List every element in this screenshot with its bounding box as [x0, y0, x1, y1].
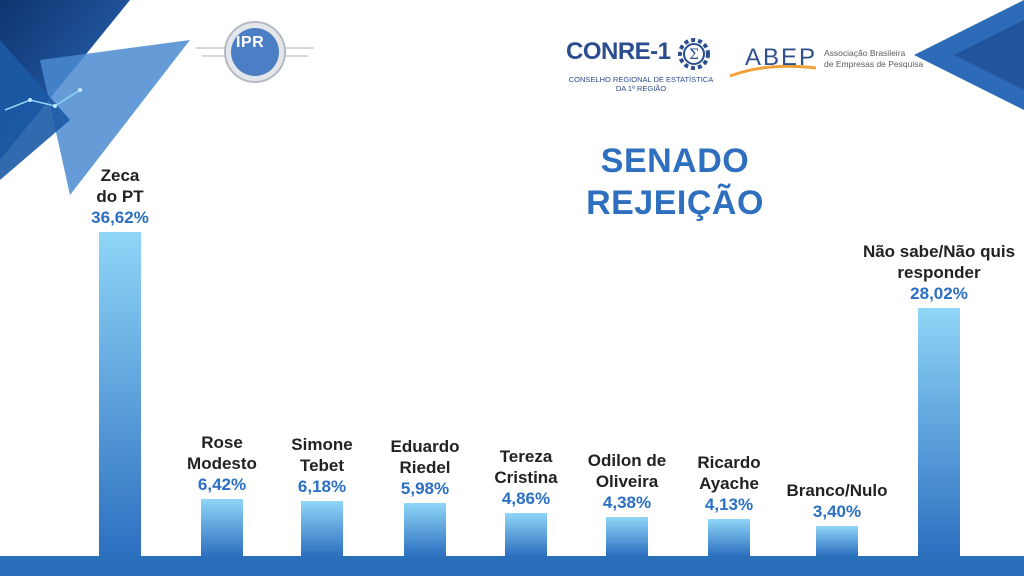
- bar-value-label-9: 28,02%: [910, 284, 968, 304]
- bar-category-label-2: Rose Modesto: [187, 433, 257, 474]
- chart-title-line2: REJEIÇÃO: [586, 184, 764, 222]
- conre-subtitle: CONSELHO REGIONAL DE ESTATÍSTICA DA 1ª R…: [568, 75, 714, 93]
- corner-decoration-top-left: [0, 0, 190, 195]
- bar-value-label-1: 36,62%: [91, 208, 149, 227]
- chart-title-line1: SENADO: [600, 142, 750, 180]
- bar-1: [99, 232, 141, 556]
- bar-category-label-4: Eduardo Riedel: [390, 437, 460, 478]
- bar-3: [301, 501, 343, 556]
- ipr-logo: [196, 21, 314, 83]
- ipr-logo-text: IPR: [236, 34, 265, 51]
- bar-value-label-7: 4,13%: [704, 495, 754, 515]
- abep-swoosh-icon: [729, 64, 817, 78]
- bar-category-label-5: Tereza Cristina: [494, 447, 558, 487]
- bar-value-label-8: 3,40%: [812, 501, 862, 521]
- bar-value-label-6: 4,38%: [602, 493, 652, 513]
- gear-icon: Σ: [678, 38, 710, 70]
- bar-category-label-1: Zeca do PT: [96, 166, 144, 206]
- bar-2: [201, 499, 243, 556]
- chart-title: SENADO REJEIÇÃO: [560, 140, 790, 224]
- bar-value-label-3: 6,18%: [297, 477, 347, 497]
- corner-decoration-top-right: [914, 0, 1024, 110]
- bar-category-label-8: Branco/Nulo: [786, 480, 888, 500]
- bar-category-label-6: Odilon de Oliveira: [587, 451, 667, 492]
- bar-category-label-7: Ricardo Ayache: [697, 453, 761, 494]
- bar-category-label-3: Simone Tebet: [291, 435, 353, 476]
- bar-6: [606, 517, 648, 556]
- abep-description: Associação Brasileira de Empresas de Pes…: [824, 48, 923, 70]
- bar-value-label-4: 5,98%: [400, 479, 450, 499]
- bar-value-label-2: 6,42%: [197, 475, 247, 495]
- bar-9: [918, 308, 960, 556]
- bar-4: [404, 503, 446, 556]
- abep-description-line2: de Empresas de Pesquisa: [824, 59, 924, 69]
- bar-7: [708, 519, 750, 556]
- conre-logo-text: CONRE-1: [566, 38, 671, 65]
- bottom-strip: [0, 556, 1024, 576]
- bar-category-label-9: Não sabe/Não quis responder: [862, 242, 1016, 283]
- abep-logo-text: ABEP: [745, 44, 818, 71]
- bar-value-label-5: 4,86%: [501, 489, 551, 508]
- bar-8: [816, 525, 858, 556]
- svg-text:Σ: Σ: [689, 47, 699, 63]
- bar-5: [505, 513, 547, 556]
- abep-description-line1: Associação Brasileira: [824, 48, 906, 58]
